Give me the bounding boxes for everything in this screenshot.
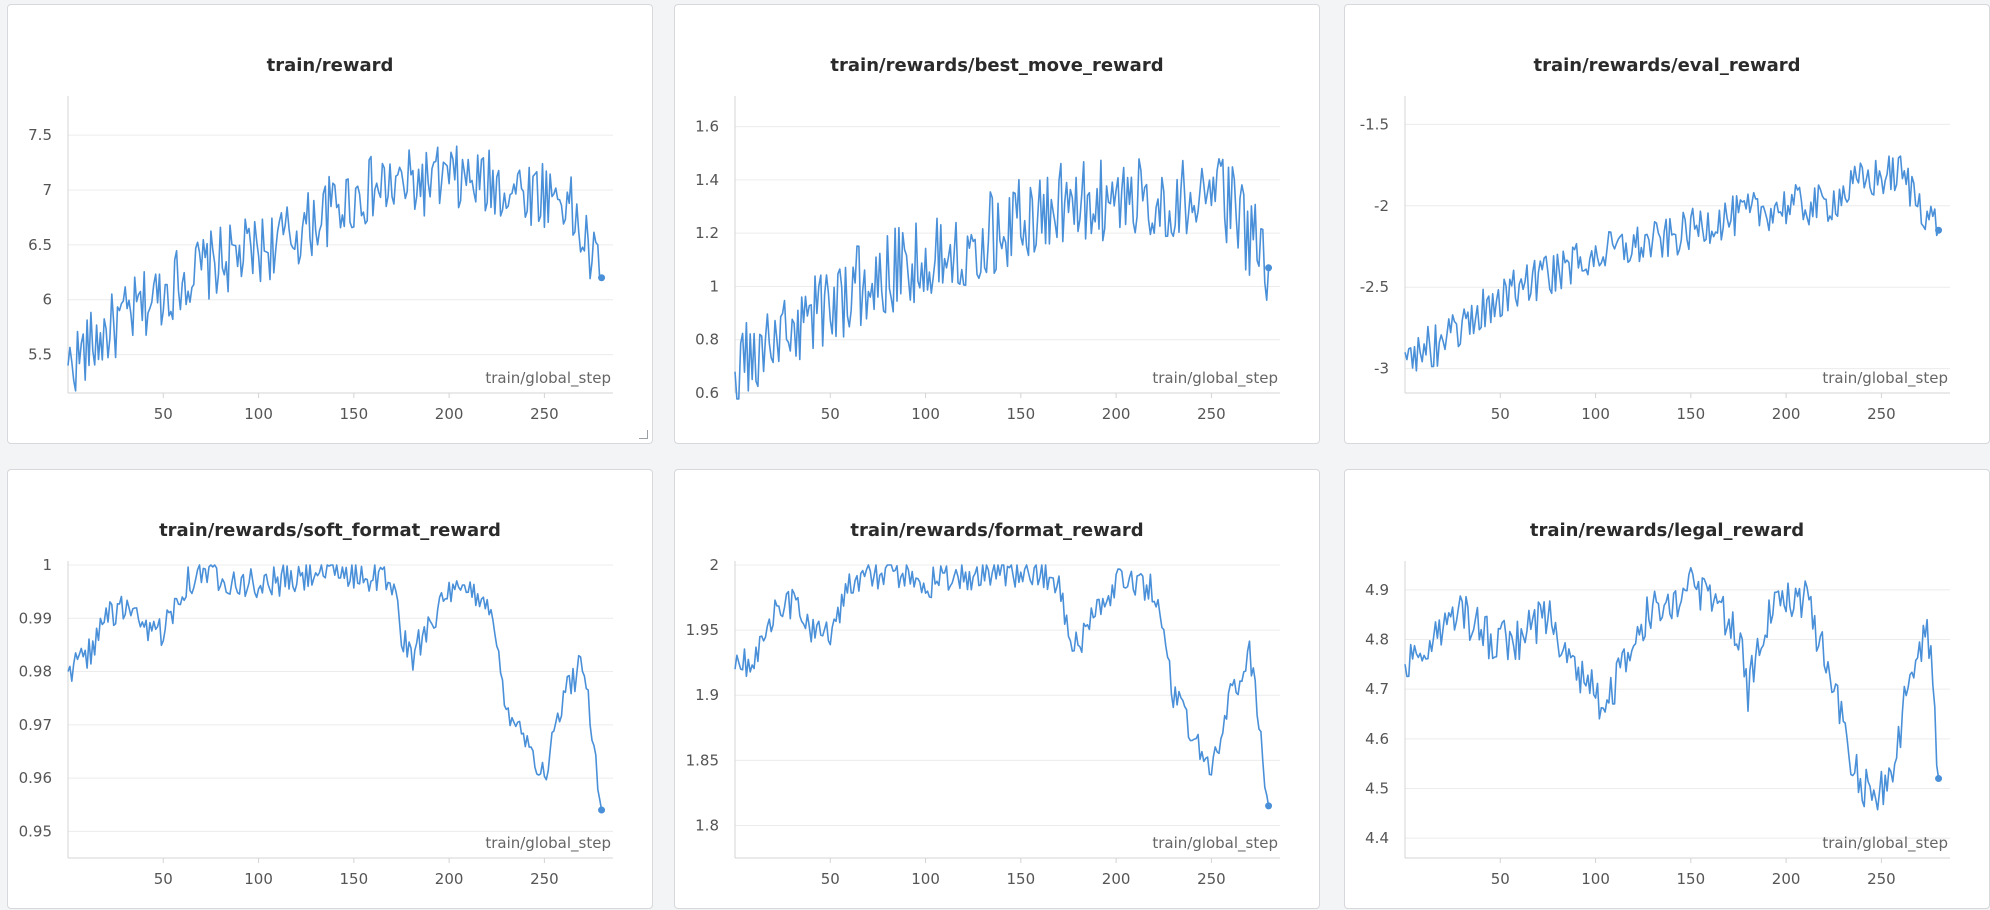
x-tick-label: 150: [1677, 405, 1706, 423]
y-tick-label: 4.8: [1365, 630, 1389, 648]
y-tick-label: 0.8: [695, 331, 719, 349]
y-tick-label: 7: [42, 181, 52, 199]
y-tick-label: 0.98: [19, 663, 52, 681]
y-tick-label: 1: [42, 556, 52, 574]
x-tick-label: 200: [1772, 405, 1801, 423]
x-tick-label: 50: [1491, 405, 1510, 423]
series-line: [734, 564, 1270, 807]
x-axis-label: train/global_step: [1822, 369, 1948, 388]
last-point-marker: [1935, 775, 1943, 783]
y-tick-label: 0.97: [19, 716, 52, 734]
x-tick-label: 150: [1007, 405, 1036, 423]
x-tick-label: 150: [1007, 870, 1036, 888]
chart-panel: 4.4 4.5 4.6 4.7 4.8 4.9 50 100 150 200 250 train/gl…: [1344, 469, 1990, 909]
series-line: [67, 564, 603, 811]
chart-panel: 0.6 0.8 1 1.2 1.4 1.6 50 100 150 200 250 train/glob…: [674, 4, 1320, 444]
y-tick-label: -2.5: [1360, 278, 1389, 296]
y-tick-label: 0.95: [19, 822, 52, 840]
x-tick-label: 250: [530, 405, 559, 423]
x-tick-label: 100: [911, 870, 940, 888]
chart-panel: -3 -2.5 -2 -1.5 50 100 150 200 250 train/global_s…: [1344, 4, 1990, 444]
y-tick-label: 5.5: [28, 346, 52, 364]
x-tick-label: 50: [154, 405, 173, 423]
chart-title: train/reward: [266, 55, 394, 76]
chart-svg: 5.5 6 6.5 7 7.5 50 100 150 200 250 train/global_st…: [28, 96, 613, 423]
y-tick-label: 1.2: [695, 224, 719, 242]
chart-svg: 4.4 4.5 4.6 4.7 4.8 4.9 50 100 150 200 250 train/gl…: [1365, 561, 1950, 888]
x-tick-label: 200: [1102, 405, 1131, 423]
x-tick-label: 100: [1581, 405, 1610, 423]
x-tick-label: 250: [1197, 405, 1226, 423]
x-axis-label: train/global_step: [1152, 369, 1278, 388]
y-tick-label: 2: [709, 556, 719, 574]
x-tick-label: 250: [530, 870, 559, 888]
x-tick-label: 150: [340, 870, 369, 888]
chart-panel: 1.8 1.85 1.9 1.95 2 50 100 150 200 250 train/globa…: [674, 469, 1320, 909]
x-tick-label: 100: [244, 405, 273, 423]
y-tick-label: 1.9: [695, 686, 719, 704]
series-line: [67, 145, 603, 392]
y-tick-label: 1.95: [686, 621, 719, 639]
y-tick-label: 1.6: [695, 118, 719, 136]
y-tick-label: 0.6: [695, 384, 719, 402]
x-tick-label: 150: [1677, 870, 1706, 888]
y-tick-label: 0.96: [19, 769, 52, 787]
x-axis-label: train/global_step: [485, 834, 611, 853]
x-tick-label: 50: [821, 405, 840, 423]
chart-panel: 5.5 6 6.5 7 7.5 50 100 150 200 250 train/global_st…: [7, 4, 653, 444]
x-tick-label: 250: [1867, 405, 1896, 423]
last-point-marker: [1935, 226, 1943, 234]
chart-panel: 0.95 0.96 0.97 0.98 0.99 1 50 100 150 200 250 train…: [7, 469, 653, 909]
y-tick-label: 0.99: [19, 609, 52, 627]
chart-title: train/rewards/best_move_reward: [830, 55, 1164, 76]
y-tick-label: 4.7: [1365, 680, 1389, 698]
y-tick-label: -3: [1374, 360, 1389, 378]
y-tick-label: 4.4: [1365, 829, 1389, 847]
y-tick-label: 4.6: [1365, 730, 1389, 748]
y-tick-label: 6.5: [28, 236, 52, 254]
x-tick-label: 100: [1581, 870, 1610, 888]
last-point-marker: [1265, 802, 1273, 810]
series-line: [1404, 155, 1940, 372]
x-tick-label: 250: [1197, 870, 1226, 888]
y-tick-label: 7.5: [28, 126, 52, 144]
y-tick-label: 4.9: [1365, 581, 1389, 599]
chart-title: train/rewards/soft_format_reward: [159, 520, 501, 541]
x-axis-label: train/global_step: [1822, 834, 1948, 853]
y-tick-label: 1.8: [695, 816, 719, 834]
x-axis-label: train/global_step: [1152, 834, 1278, 853]
y-tick-label: 4.5: [1365, 779, 1389, 797]
chart-title: train/rewards/legal_reward: [1529, 520, 1805, 541]
last-point-marker: [598, 806, 606, 814]
y-tick-label: 1.4: [695, 171, 719, 189]
x-tick-label: 200: [1102, 870, 1131, 888]
x-tick-label: 200: [1772, 870, 1801, 888]
series-line: [1404, 567, 1940, 811]
x-tick-label: 250: [1867, 870, 1896, 888]
x-axis-label: train/global_step: [485, 369, 611, 388]
last-point-marker: [598, 274, 606, 282]
x-tick-label: 100: [911, 405, 940, 423]
y-tick-label: 1: [709, 277, 719, 295]
y-tick-label: -2: [1374, 197, 1389, 215]
series-line: [734, 158, 1270, 400]
y-tick-label: -1.5: [1360, 115, 1389, 133]
chart-svg: 0.6 0.8 1 1.2 1.4 1.6 50 100 150 200 250 train/glob…: [695, 96, 1280, 423]
y-tick-label: 1.85: [686, 751, 719, 769]
chart-title: train/rewards/format_reward: [850, 520, 1144, 541]
x-tick-label: 50: [1491, 870, 1510, 888]
chart-svg: -3 -2.5 -2 -1.5 50 100 150 200 250 train/global_s…: [1360, 96, 1950, 423]
x-tick-label: 150: [340, 405, 369, 423]
y-tick-label: 6: [42, 291, 52, 309]
x-tick-label: 200: [435, 405, 464, 423]
x-tick-label: 50: [154, 870, 173, 888]
x-tick-label: 100: [244, 870, 273, 888]
chart-title: train/rewards/eval_reward: [1533, 55, 1801, 76]
resize-handle-icon[interactable]: [639, 430, 648, 439]
x-tick-label: 200: [435, 870, 464, 888]
last-point-marker: [1265, 264, 1273, 272]
x-tick-label: 50: [821, 870, 840, 888]
